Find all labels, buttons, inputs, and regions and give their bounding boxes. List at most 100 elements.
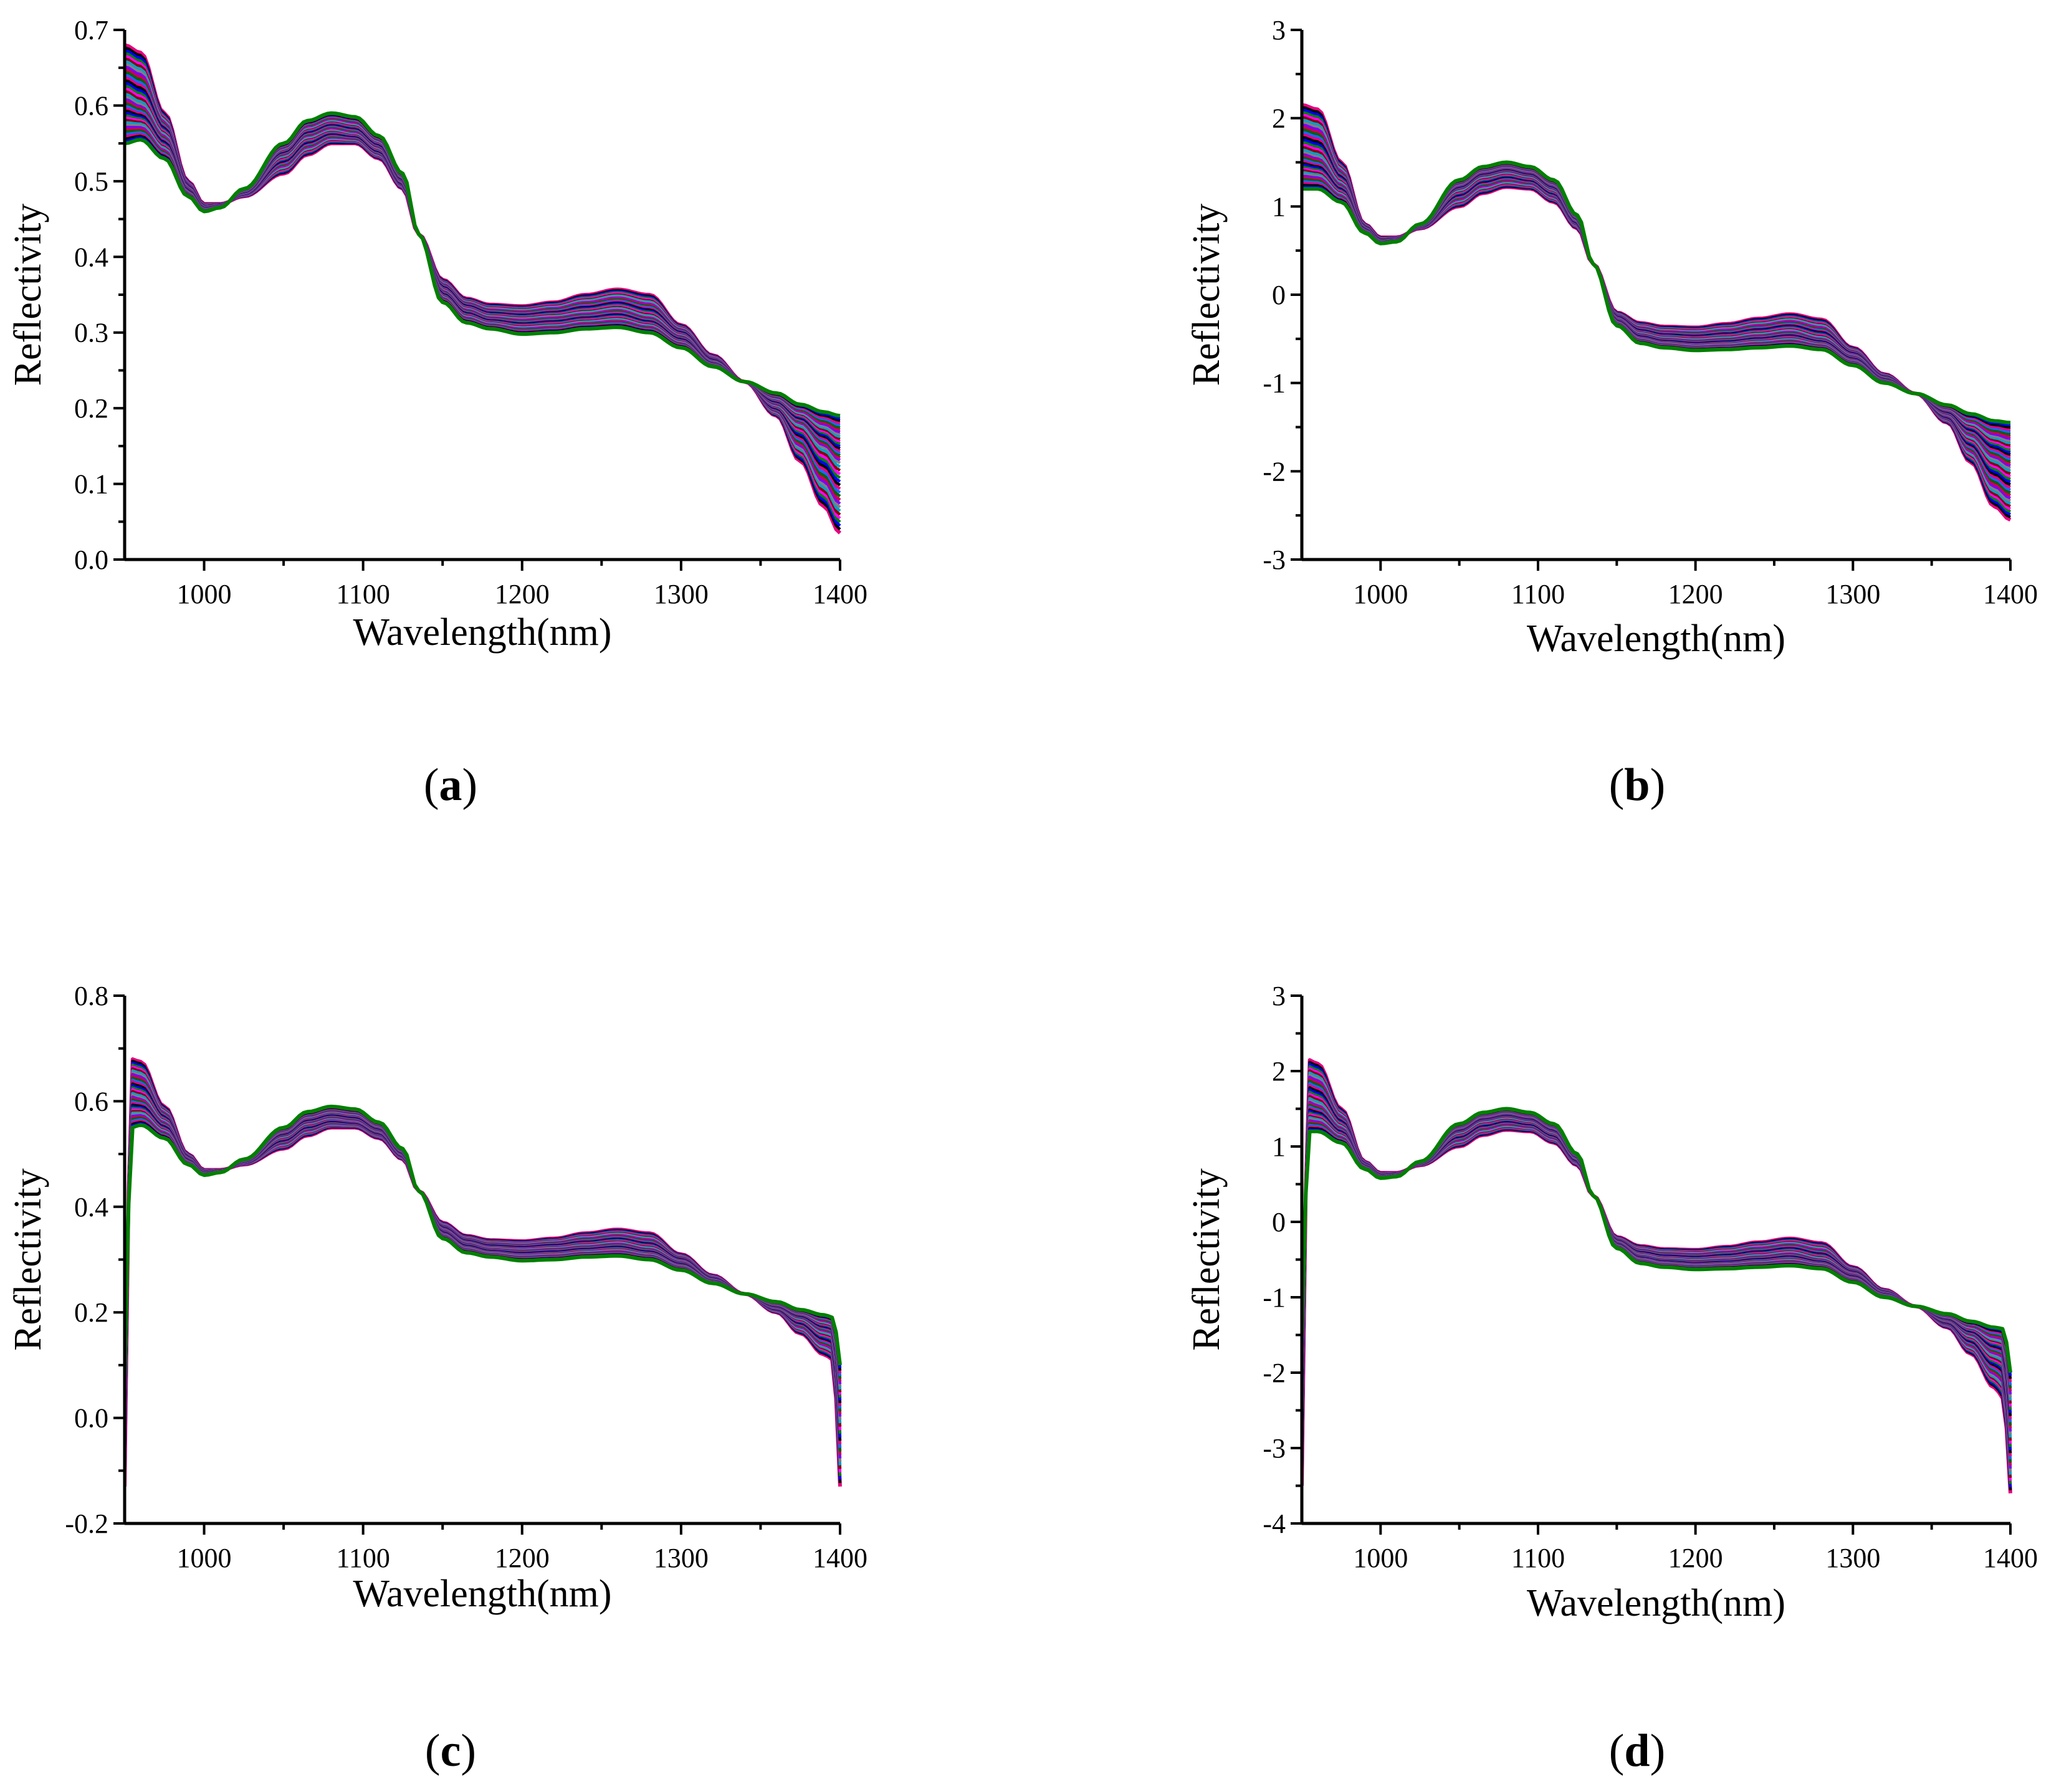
y-tick-label: 0.6 [74, 90, 108, 121]
series-line [125, 1065, 842, 1475]
chart-panel-b: 1000 1100 1200 1300 1400 -3 -2 -1 0 1 2 3 Wavelength… [1185, 15, 2038, 660]
series-line [125, 49, 841, 527]
y-tick-label: -2 [1263, 456, 1286, 487]
y-tick-label: -3 [1263, 545, 1286, 575]
panel-label-c: (c) [424, 1725, 477, 1776]
series-line [125, 70, 841, 498]
x-axis-label: Wavelength(nm) [353, 1573, 611, 1615]
series-line [1302, 163, 2011, 438]
y-tick-label: 0 [1272, 280, 1286, 310]
series-line [125, 1099, 842, 1422]
series-line [125, 1063, 842, 1478]
series-line [125, 1069, 842, 1469]
series-line [1302, 126, 2011, 497]
series-line [125, 43, 842, 535]
series-line [1302, 1071, 2012, 1475]
x-tick-label: 1000 [1353, 1543, 1408, 1573]
y-tick-label: -1 [1263, 368, 1286, 399]
series-line [1302, 1062, 2012, 1487]
x-tick-label: 1200 [495, 579, 550, 609]
y-tick-label: -3 [1263, 1433, 1286, 1464]
series-line [1302, 1107, 2012, 1373]
series-line [125, 57, 841, 516]
series-line [1302, 106, 2011, 518]
x-tick-label: 1200 [1668, 1543, 1723, 1573]
series-line [1302, 103, 2012, 522]
series-line [1302, 138, 2011, 484]
series-line [1302, 1075, 2012, 1469]
x-tick-label: 1300 [1825, 579, 1880, 609]
series-line [1302, 131, 2011, 492]
series-line [125, 76, 841, 490]
y-axis-label: Reflectivity [1185, 1168, 1228, 1351]
series-line [1302, 155, 2011, 465]
series-line [1302, 136, 2011, 486]
y-tick-label: 0.2 [74, 1297, 108, 1328]
series-line [1302, 143, 2011, 478]
x-axis-label: Wavelength(nm) [353, 611, 611, 654]
series-line [1302, 113, 2011, 510]
series-group [125, 1057, 842, 1487]
series-line [1302, 1088, 2012, 1451]
series-line [125, 1102, 842, 1417]
series-line [125, 1088, 842, 1439]
x-tick-label: 1000 [177, 1543, 232, 1573]
series-group [1302, 103, 2012, 522]
series-line [125, 111, 841, 418]
series-line [1302, 128, 2011, 494]
y-tick-label: 0.0 [74, 545, 108, 575]
series-line [1302, 1095, 2012, 1441]
y-tick-label: 0 [1272, 1207, 1286, 1237]
y-axis-label: Reflectivity [1185, 204, 1228, 386]
series-line [125, 1072, 842, 1463]
y-tick-label: 1 [1272, 191, 1286, 222]
series-line [1302, 162, 2011, 456]
series-line [1302, 1073, 2012, 1472]
series-group [125, 43, 842, 535]
series-line [125, 116, 841, 443]
series-line [125, 52, 841, 523]
y-tick-label: -4 [1263, 1508, 1286, 1539]
series-line [125, 1092, 842, 1433]
series-line [125, 1103, 842, 1414]
series-line [1302, 116, 2011, 508]
x-axis-label: Wavelength(nm) [1527, 617, 1785, 660]
x-tick-label: 1200 [1668, 579, 1723, 609]
series-line [1302, 111, 2011, 513]
y-tick-label: 0.6 [74, 1086, 108, 1117]
series-line [1302, 118, 2011, 505]
series-line [1302, 164, 2011, 445]
x-tick-label: 1100 [336, 579, 389, 609]
series-line [125, 1095, 842, 1427]
series-line [1302, 164, 2011, 441]
series-line [125, 87, 841, 475]
series-line [1302, 1065, 2012, 1484]
x-tick-label: 1000 [1353, 579, 1408, 609]
series-line [1302, 163, 2011, 454]
y-tick-label: 0.1 [74, 469, 108, 500]
x-tick-label: 1000 [177, 579, 232, 609]
x-tick-label: 1300 [654, 579, 709, 609]
series-line [1302, 148, 2011, 472]
series-line [1302, 165, 2011, 452]
y-tick-label: 0.3 [74, 318, 108, 348]
series-line [1302, 1077, 2012, 1466]
series-line [1302, 1090, 2012, 1447]
series-line [125, 68, 841, 502]
series-line [125, 1097, 842, 1425]
series-line [1302, 151, 2011, 470]
series-line [125, 62, 841, 508]
series-line [125, 1059, 842, 1484]
series-line [125, 98, 841, 462]
series-line [1302, 1084, 2012, 1457]
y-tick-label: 0.5 [74, 166, 108, 197]
y-tick-label: 2 [1272, 103, 1286, 134]
series-line [125, 1082, 842, 1448]
panel-label-d: (d) [1608, 1725, 1666, 1776]
y-tick-label: 0.4 [74, 242, 108, 272]
y-axis-label: Reflectivity [7, 1168, 49, 1351]
series-line [125, 118, 841, 436]
series-line [125, 118, 841, 441]
series-line [125, 79, 841, 487]
y-tick-label: 2 [1272, 1056, 1286, 1087]
